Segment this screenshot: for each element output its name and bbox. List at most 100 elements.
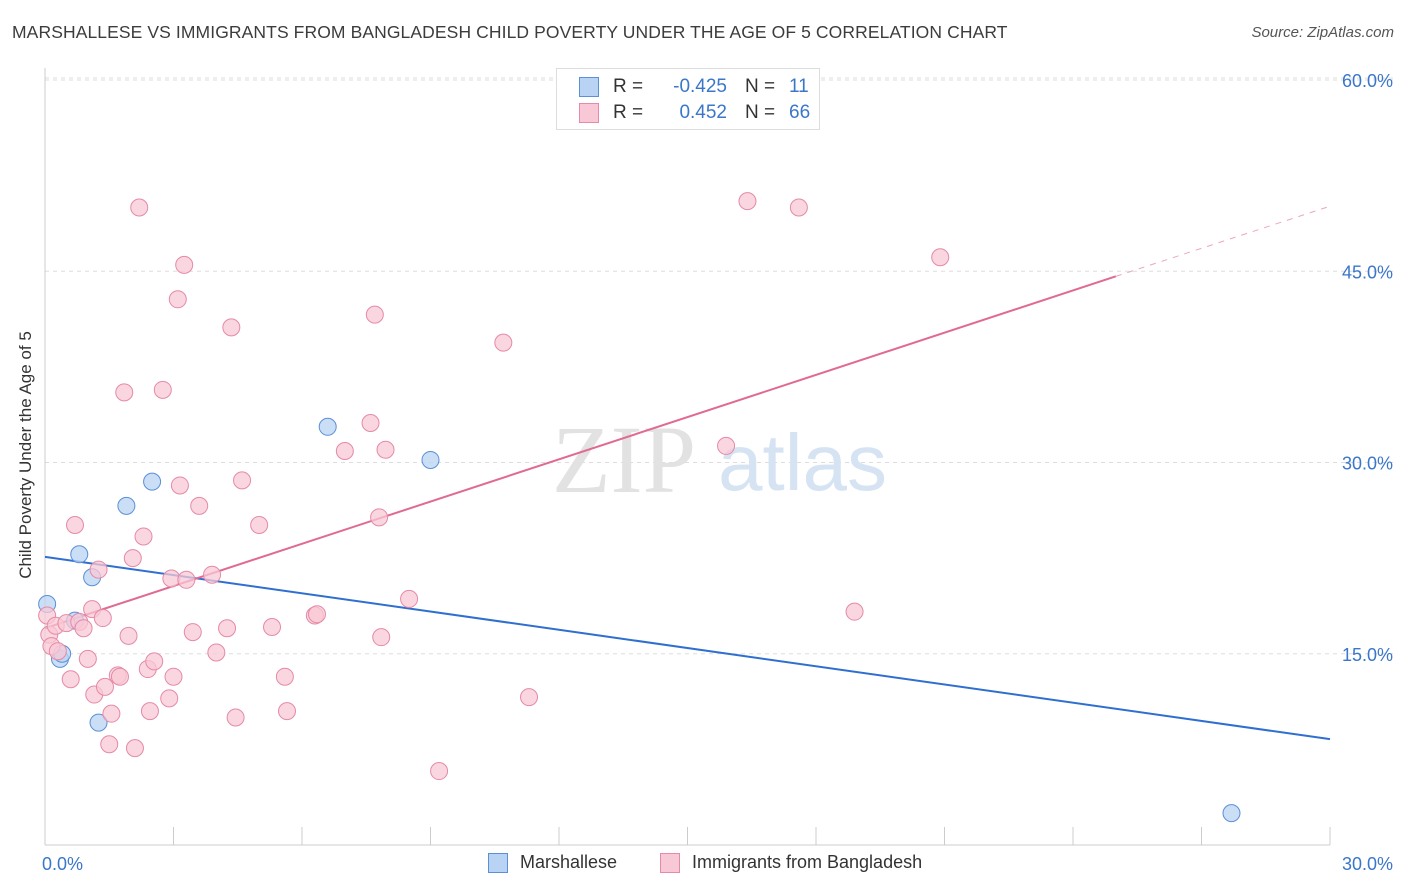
bangladesh-point bbox=[278, 702, 297, 721]
bangladesh-point bbox=[74, 619, 93, 638]
bangladesh-point bbox=[365, 305, 384, 324]
bangladesh-point bbox=[233, 471, 252, 490]
bangladesh-point bbox=[175, 255, 194, 274]
legend-label-marshallese: Marshallese bbox=[520, 852, 618, 872]
bangladesh-point bbox=[125, 739, 144, 758]
bangladesh-point bbox=[130, 198, 149, 217]
bangladesh-point bbox=[134, 527, 153, 546]
bangladesh-point bbox=[376, 440, 395, 459]
bangladesh-point bbox=[89, 560, 108, 579]
bangladesh-point bbox=[218, 619, 237, 638]
marshallese-point bbox=[421, 450, 440, 469]
bangladesh-point bbox=[164, 667, 183, 686]
bangladesh-point bbox=[370, 508, 389, 527]
legend-item-bangladesh: Immigrants from Bangladesh bbox=[660, 852, 922, 873]
y-tick-label: 45.0% bbox=[1342, 262, 1393, 282]
bangladesh-point bbox=[145, 652, 164, 671]
bangladesh-point bbox=[222, 318, 241, 337]
bangladesh-point bbox=[110, 667, 129, 686]
legend-swatch-pink bbox=[579, 103, 599, 123]
bangladesh-point bbox=[123, 549, 142, 568]
bangladesh-point bbox=[190, 496, 209, 515]
legend-row-bangladesh: R = 0.452 N = 66 bbox=[579, 102, 810, 124]
bangladesh-point bbox=[65, 515, 84, 534]
bangladesh-point bbox=[263, 617, 282, 636]
bangladesh-point bbox=[789, 198, 808, 217]
bangladesh-point bbox=[140, 702, 159, 721]
bangladesh-point bbox=[494, 333, 513, 352]
bangladesh-point bbox=[170, 476, 189, 495]
bangladesh-point bbox=[177, 570, 196, 589]
source-label: Source: ZipAtlas.com bbox=[1251, 24, 1394, 41]
bangladesh-trendline-extension bbox=[1115, 205, 1331, 277]
bangladesh-point bbox=[931, 248, 950, 267]
legend-n-label: N = bbox=[745, 76, 776, 97]
bangladesh-point bbox=[430, 762, 449, 781]
marshallese-point bbox=[318, 417, 337, 436]
bangladesh-point bbox=[738, 192, 757, 211]
bangladesh-point bbox=[100, 735, 119, 754]
legend-r-value: 0.452 bbox=[679, 102, 727, 123]
bangladesh-point bbox=[168, 290, 187, 309]
bangladesh-point bbox=[335, 442, 354, 461]
bangladesh-point bbox=[102, 704, 121, 723]
legend-label-bangladesh: Immigrants from Bangladesh bbox=[692, 852, 923, 872]
bangladesh-point bbox=[93, 609, 112, 628]
marshallese-point bbox=[143, 472, 162, 491]
legend-series: Marshallese Immigrants from Bangladesh bbox=[0, 852, 1406, 876]
marshallese-trendline bbox=[44, 555, 1331, 741]
bangladesh-point bbox=[307, 605, 326, 624]
bangladesh-trendline bbox=[44, 275, 1117, 630]
bangladesh-point bbox=[400, 589, 419, 608]
axis-layer bbox=[44, 68, 1331, 846]
bangladesh-point bbox=[207, 643, 226, 662]
bangladesh-point bbox=[48, 642, 67, 661]
label-layer: 15.0% 30.0% 45.0% 60.0% 0.0% 30.0% bbox=[42, 71, 1393, 874]
x-tick-label: 0.0% bbox=[42, 854, 83, 874]
y-axis-title: Child Poverty Under the Age of 5 bbox=[16, 331, 35, 579]
legend-r-label: R = bbox=[613, 102, 644, 123]
x-tick-label: 30.0% bbox=[1342, 854, 1393, 874]
bangladesh-point bbox=[203, 565, 222, 584]
bangladesh-point bbox=[162, 569, 181, 588]
bangladesh-point bbox=[250, 515, 269, 534]
bangladesh-point bbox=[115, 383, 134, 402]
bangladesh-point bbox=[717, 436, 736, 455]
y-tick-label: 30.0% bbox=[1342, 454, 1393, 474]
watermark-zip: ZIP bbox=[552, 406, 696, 513]
marshallese-point bbox=[117, 496, 136, 515]
bangladesh-point bbox=[183, 623, 202, 642]
legend-r-label: R = bbox=[613, 76, 644, 97]
bangladesh-point bbox=[275, 667, 294, 686]
bangladesh-point bbox=[520, 688, 539, 707]
legend-row-marshallese: R = -0.425 N = 11 bbox=[579, 76, 809, 98]
legend-r-value: -0.425 bbox=[673, 76, 727, 97]
legend-n-value: 66 bbox=[789, 102, 811, 123]
bangladesh-point bbox=[361, 413, 380, 432]
watermark-atlas: atlas bbox=[718, 418, 887, 507]
bangladesh-point bbox=[845, 602, 864, 621]
bangladesh-point bbox=[95, 677, 114, 696]
bangladesh-point bbox=[78, 649, 97, 668]
y-tick-label: 60.0% bbox=[1342, 71, 1393, 91]
marshallese-point bbox=[89, 713, 108, 732]
trend-layer bbox=[44, 205, 1331, 741]
marshallese-point bbox=[70, 545, 89, 564]
legend-swatch-blue bbox=[579, 77, 599, 97]
bangladesh-point bbox=[226, 708, 245, 727]
marshallese-point bbox=[1222, 804, 1241, 823]
point-layer bbox=[38, 192, 1241, 823]
legend-item-marshallese: Marshallese bbox=[488, 852, 617, 873]
legend-swatch-pink bbox=[660, 852, 680, 873]
legend-swatch-blue bbox=[488, 852, 508, 873]
legend-stats: R = -0.425 N = 11 R = 0.452 N = 66 bbox=[556, 68, 820, 130]
bangladesh-point bbox=[61, 670, 80, 689]
bangladesh-point bbox=[119, 626, 138, 645]
y-tick-label: 15.0% bbox=[1342, 645, 1393, 665]
bangladesh-point bbox=[160, 689, 179, 708]
chart-title: MARSHALLESE VS IMMIGRANTS FROM BANGLADES… bbox=[12, 22, 1008, 42]
grid-layer bbox=[45, 77, 1394, 655]
bangladesh-point bbox=[153, 380, 172, 399]
bangladesh-point bbox=[372, 628, 391, 647]
legend-n-value: 11 bbox=[789, 76, 809, 97]
